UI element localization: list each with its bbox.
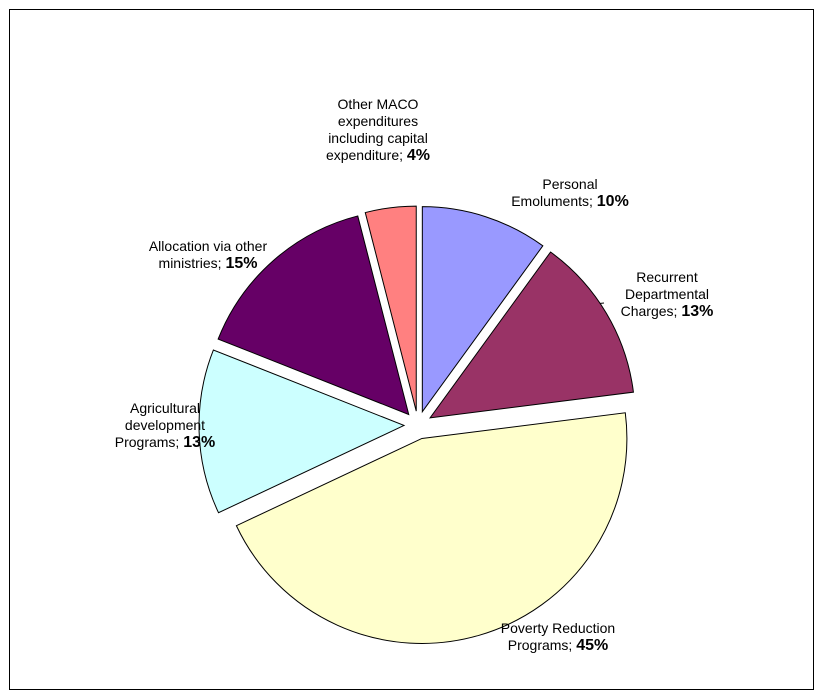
slice-label: Poverty Reduction Programs; 45% <box>488 620 628 654</box>
value-label: 13% <box>183 434 216 451</box>
category-label: Personal Emoluments; <box>511 176 598 209</box>
slice-label: Personal Emoluments; 10% <box>505 176 635 210</box>
value-label: 4% <box>406 147 431 164</box>
category-label: Allocation via other ministries; <box>148 238 268 271</box>
pie-slice <box>364 205 417 412</box>
value-label: 13% <box>681 303 714 320</box>
pie-slice <box>428 251 634 419</box>
category-label: Recurrent Departmental Charges; <box>620 269 710 319</box>
slice-label: Agricultural development Programs; 13% <box>105 400 225 451</box>
category-label: Other MACO expenditures including capita… <box>325 96 428 163</box>
slice-label: Recurrent Departmental Charges; 13% <box>612 269 722 320</box>
category-label: Agricultural development Programs; <box>114 400 206 450</box>
pie-slice <box>235 412 628 644</box>
slice-label: Allocation via other ministries; 15% <box>128 238 288 272</box>
value-label: 45% <box>576 637 609 654</box>
pie-slice <box>421 206 544 414</box>
pie-slice <box>217 215 410 416</box>
slice-label: Other MACO expenditures including capita… <box>313 96 443 164</box>
value-label: 10% <box>596 193 629 210</box>
value-label: 15% <box>225 255 258 272</box>
pie-slice <box>198 349 406 514</box>
category-label: Poverty Reduction Programs; <box>500 620 616 653</box>
